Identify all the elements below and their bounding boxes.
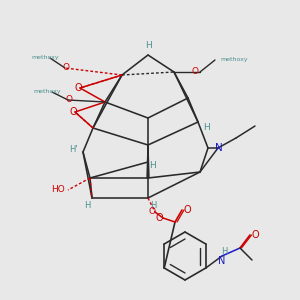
- Text: H': H': [69, 146, 77, 154]
- Text: methoxy: methoxy: [31, 55, 59, 59]
- Text: HO: HO: [51, 185, 65, 194]
- Text: H: H: [145, 40, 152, 50]
- Text: O: O: [192, 68, 199, 76]
- Text: methoxy: methoxy: [220, 56, 248, 61]
- Text: O: O: [62, 64, 70, 73]
- Text: N: N: [218, 256, 226, 266]
- Text: H: H: [221, 247, 227, 256]
- Text: O: O: [148, 208, 155, 217]
- Text: O: O: [251, 230, 259, 240]
- Text: O: O: [155, 213, 163, 223]
- Text: H: H: [84, 202, 90, 211]
- Text: H: H: [150, 202, 156, 211]
- Text: O: O: [65, 95, 73, 104]
- Text: methoxy: methoxy: [33, 89, 61, 94]
- Text: H: H: [148, 161, 155, 170]
- Text: O: O: [183, 205, 191, 215]
- Polygon shape: [147, 145, 149, 178]
- Text: O: O: [69, 107, 77, 117]
- Text: H: H: [202, 122, 209, 131]
- Text: O: O: [74, 83, 82, 93]
- Text: N: N: [215, 143, 223, 153]
